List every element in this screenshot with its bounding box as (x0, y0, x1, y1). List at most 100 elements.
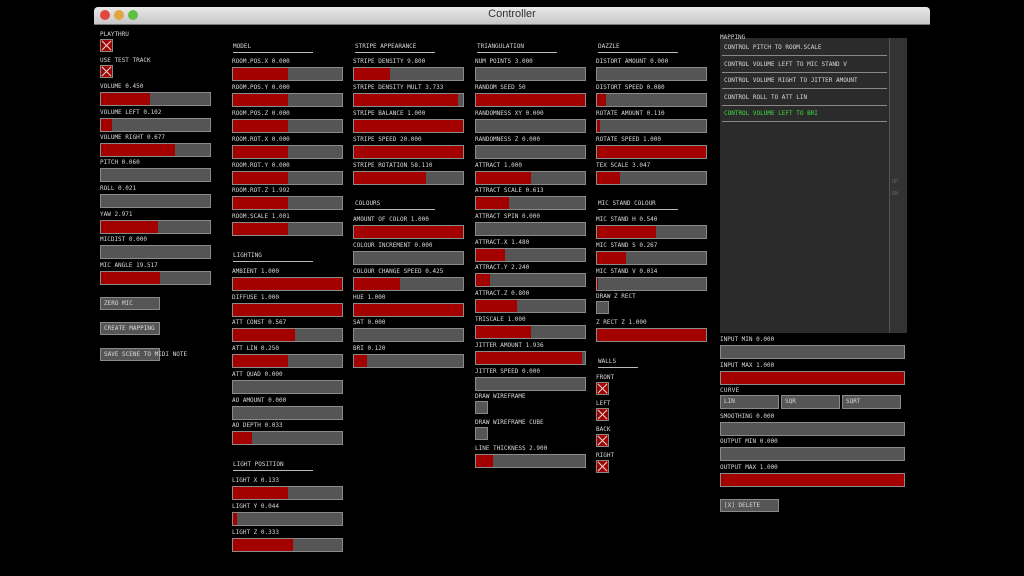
draw-z-rect-toggle-checkbox[interactable] (596, 301, 609, 314)
colours-slider-track[interactable] (353, 354, 464, 368)
colours-slider[interactable]: HUE 1.000 (353, 294, 464, 318)
colours-slider[interactable]: BRI 0.120 (353, 345, 464, 369)
line-thickness-slider-track[interactable] (475, 454, 586, 468)
minimize-window-button[interactable] (114, 10, 124, 20)
model-slider-track[interactable] (232, 67, 343, 81)
stripe-slider-track[interactable] (353, 145, 464, 159)
z-rect-z-slider[interactable]: Z RECT Z 1.000 (596, 319, 707, 343)
left-slider[interactable]: YAW 2.971 (100, 211, 211, 235)
dazzle-slider-track[interactable] (596, 67, 707, 81)
lighting-slider-track[interactable] (232, 328, 343, 342)
left-slider-track[interactable] (100, 194, 211, 208)
dazzle-slider-track[interactable] (596, 93, 707, 107)
smoothing-slider[interactable]: SMOOTHING 0.000 (720, 413, 905, 437)
triangulation-slider[interactable]: ATTRACT.X 1.480 (475, 239, 586, 263)
triangulation-slider[interactable]: ATTRACT SCALE 0.613 (475, 187, 586, 211)
triangulation-slider[interactable]: ATTRACT SPIN 0.000 (475, 213, 586, 237)
light-position-slider[interactable]: LIGHT Z 0.333 (232, 529, 343, 553)
colours-slider-track[interactable] (353, 303, 464, 317)
stripe-slider-track[interactable] (353, 93, 464, 107)
lighting-slider[interactable]: ATT CONST 0.567 (232, 319, 343, 343)
stripe-slider-track[interactable] (353, 67, 464, 81)
stripe-slider-track[interactable] (353, 171, 464, 185)
left-slider[interactable]: VOLUME 0.450 (100, 83, 211, 107)
lighting-slider-track[interactable] (232, 277, 343, 291)
zero-mic-button[interactable]: ZERO MIC (100, 297, 160, 310)
stripe-slider[interactable]: STRIPE SPEED 20.000 (353, 136, 464, 160)
dazzle-slider[interactable]: DISTORT AMOUNT 0.000 (596, 58, 707, 82)
triangulation-slider-track[interactable] (475, 145, 586, 159)
dazzle-slider-track[interactable] (596, 171, 707, 185)
mic-stand-slider[interactable]: MIC STAND S 0.267 (596, 242, 707, 266)
output-max-slider[interactable]: OUTPUT MAX 1.000 (720, 464, 905, 488)
wall-toggle-checkbox[interactable] (596, 382, 609, 395)
lighting-slider-track[interactable] (232, 380, 343, 394)
left-slider-track[interactable] (100, 271, 211, 285)
lighting-slider-track[interactable] (232, 303, 343, 317)
left-slider-track[interactable] (100, 245, 211, 259)
light-position-slider-track[interactable] (232, 512, 343, 526)
mic-stand-slider[interactable]: MIC STAND H 0.540 (596, 216, 707, 240)
dazzle-slider[interactable]: DISTORT SPEED 0.080 (596, 84, 707, 108)
z-rect-z-slider-track[interactable] (596, 328, 707, 342)
model-slider-track[interactable] (232, 222, 343, 236)
colours-slider-track[interactable] (353, 225, 464, 239)
triangulation-slider-track[interactable] (475, 67, 586, 81)
stripe-slider[interactable]: STRIPE DENSITY MULT 3.733 (353, 84, 464, 108)
draw-wireframe-toggle[interactable]: DRAW WIREFRAME (475, 393, 545, 415)
input-min-slider[interactable]: INPUT MIN 0.000 (720, 336, 905, 360)
output-min-slider-track[interactable] (720, 447, 905, 461)
colours-slider-track[interactable] (353, 328, 464, 342)
triangulation-slider-track[interactable] (475, 325, 586, 339)
dazzle-slider-track[interactable] (596, 119, 707, 133)
triangulation-slider[interactable]: TRISCALE 1.000 (475, 316, 586, 340)
left-slider-track[interactable] (100, 92, 211, 106)
lighting-slider[interactable]: ATT QUAD 0.000 (232, 371, 343, 395)
curve-option-button[interactable]: LIN (720, 395, 779, 409)
draw-z-rect-toggle[interactable]: DRAW Z RECT (596, 293, 666, 315)
triangulation-slider-track[interactable] (475, 171, 586, 185)
mapping-item[interactable]: CONTROL VOLUME RIGHT TO JITTER AMOUNT (722, 74, 887, 89)
mapping-scrollbar[interactable]: UP DN (889, 38, 907, 333)
lighting-slider[interactable]: DIFFUSE 1.000 (232, 294, 343, 318)
lighting-slider-track[interactable] (232, 431, 343, 445)
mapping-item[interactable]: CONTROL PITCH TO ROOM.SCALE (722, 41, 887, 56)
mic-stand-slider-track[interactable] (596, 251, 707, 265)
lighting-slider[interactable]: AO AMOUNT 0.000 (232, 397, 343, 421)
mapping-list[interactable]: MAPPING CONTROL PITCH TO ROOM.SCALE CONTR… (720, 34, 907, 333)
left-slider[interactable]: MIC ANGLE 19.517 (100, 262, 211, 286)
left-slider[interactable]: ROLL 0.021 (100, 185, 211, 209)
left-slider[interactable]: VOLUME LEFT 0.102 (100, 109, 211, 133)
dazzle-slider[interactable]: ROTATE SPEED 1.000 (596, 136, 707, 160)
draw-wireframe-cube-toggle[interactable]: DRAW WIREFRAME CUBE (475, 419, 545, 441)
mic-stand-slider-track[interactable] (596, 225, 707, 239)
colours-slider-track[interactable] (353, 277, 464, 291)
triangulation-slider[interactable]: RANDOMNESS Z 0.000 (475, 136, 586, 160)
colours-slider[interactable]: SAT 0.000 (353, 319, 464, 343)
mic-stand-slider-track[interactable] (596, 277, 707, 291)
triangulation-slider[interactable]: NUM POINTS 3.000 (475, 58, 586, 82)
left-slider[interactable]: MICDIST 0.000 (100, 236, 211, 260)
dazzle-slider-track[interactable] (596, 145, 707, 159)
triangulation-slider-track[interactable] (475, 93, 586, 107)
lighting-slider[interactable]: AMBIENT 1.000 (232, 268, 343, 292)
light-position-slider[interactable]: LIGHT X 0.133 (232, 477, 343, 501)
mic-stand-slider[interactable]: MIC STAND V 0.014 (596, 268, 707, 292)
wall-toggle[interactable]: FRONT (596, 374, 666, 396)
save-scene-button[interactable]: SAVE SCENE TO MIDI NOTE (100, 348, 187, 361)
create-mapping-button[interactable]: CREATE MAPPING (100, 322, 160, 335)
model-slider[interactable]: ROOM.SCALE 1.001 (232, 213, 343, 237)
output-min-slider[interactable]: OUTPUT MIN 0.000 (720, 438, 905, 462)
model-slider[interactable]: ROOM.POS.Z 0.000 (232, 110, 343, 134)
stripe-slider[interactable]: STRIPE DENSITY 9.800 (353, 58, 464, 82)
left-slider[interactable]: PITCH 0.060 (100, 159, 211, 183)
curve-option-button[interactable]: SQR (781, 395, 840, 409)
stripe-slider-track[interactable] (353, 119, 464, 133)
triangulation-slider[interactable]: ATTRACT.Z 0.800 (475, 290, 586, 314)
left-slider-track[interactable] (100, 220, 211, 234)
wall-toggle[interactable]: BACK (596, 426, 666, 448)
draw-wireframe-toggle-checkbox[interactable] (475, 401, 488, 414)
colours-slider[interactable]: COLOUR CHANGE SPEED 0.425 (353, 268, 464, 292)
stripe-slider[interactable]: STRIPE ROTATION 58.110 (353, 162, 464, 186)
draw-wireframe-cube-toggle-checkbox[interactable] (475, 427, 488, 440)
